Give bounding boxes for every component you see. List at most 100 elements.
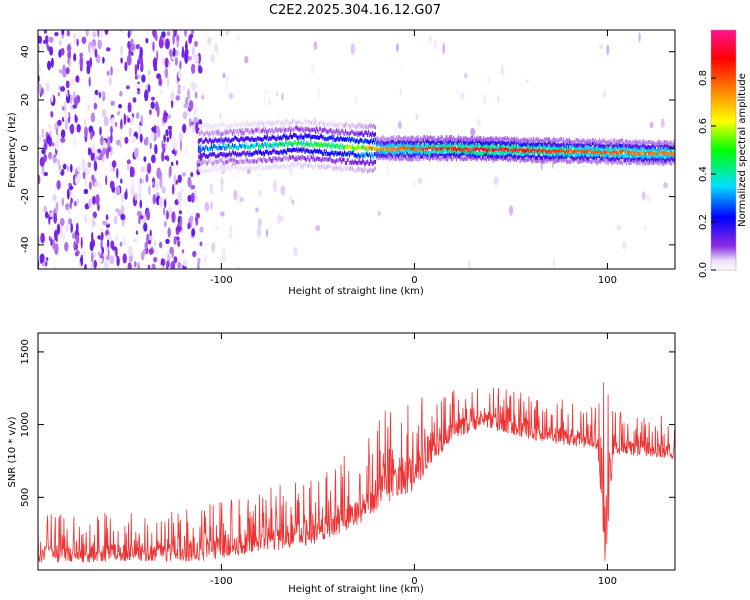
band-cell xyxy=(639,157,641,162)
band-cell xyxy=(226,152,228,157)
band-cell xyxy=(384,138,386,142)
band-cell xyxy=(593,151,595,155)
band-cell xyxy=(628,147,630,152)
band-cell xyxy=(202,160,204,165)
band-cell xyxy=(449,148,451,153)
band-cell xyxy=(510,146,512,151)
band-cell xyxy=(583,146,585,151)
band-cell xyxy=(474,150,476,155)
noise-speckle xyxy=(181,249,185,254)
noise-speckle xyxy=(58,69,64,74)
band-cell xyxy=(430,144,432,149)
band-cell xyxy=(511,140,514,145)
band-cell xyxy=(448,152,450,157)
noise-speckle xyxy=(152,194,156,205)
band-cell xyxy=(476,146,478,151)
noise-speckle xyxy=(115,185,121,196)
band-cell xyxy=(612,144,614,149)
noise-speckle xyxy=(70,163,73,173)
band-cell xyxy=(277,120,279,124)
band-cell xyxy=(345,131,348,136)
noise-speckle xyxy=(47,123,52,130)
noise-speckle xyxy=(525,79,529,84)
band-cell xyxy=(609,154,611,159)
noise-speckle xyxy=(135,83,139,89)
band-cell xyxy=(200,153,202,158)
band-cell xyxy=(401,146,404,151)
band-cell xyxy=(487,143,489,148)
band-cell xyxy=(399,157,401,162)
band-cell xyxy=(643,148,645,153)
band-cell xyxy=(364,145,366,150)
band-cell xyxy=(411,140,413,145)
band-cell xyxy=(243,159,245,164)
band-cell xyxy=(358,122,360,127)
band-cell xyxy=(627,152,629,157)
band-cell xyxy=(341,121,343,126)
band-cell xyxy=(227,165,229,170)
band-cell xyxy=(650,144,653,149)
noise-speckle xyxy=(173,174,176,181)
band-cell xyxy=(299,147,301,152)
band-cell xyxy=(528,148,530,153)
band-cell xyxy=(594,150,597,154)
band-cell xyxy=(508,137,510,142)
noise-speckle xyxy=(134,147,139,159)
band-cell xyxy=(305,148,307,153)
band-cell xyxy=(273,129,275,134)
band-cell xyxy=(614,138,616,143)
noise-speckle xyxy=(73,200,77,207)
noise-speckle xyxy=(289,195,293,203)
band-cell xyxy=(297,120,299,125)
band-cell xyxy=(210,144,212,149)
band-cell xyxy=(243,143,245,148)
band-cell xyxy=(393,157,395,162)
band-cell xyxy=(516,146,518,150)
band-cell xyxy=(420,154,422,159)
band-cell xyxy=(531,158,533,163)
band-cell xyxy=(645,156,647,161)
band-cell xyxy=(425,135,427,140)
band-cell xyxy=(290,127,293,132)
noise-speckle xyxy=(124,61,128,72)
band-cell xyxy=(209,132,211,137)
band-cell xyxy=(224,152,226,157)
noise-speckle xyxy=(110,100,115,106)
band-cell xyxy=(459,153,461,158)
noise-speckle xyxy=(225,76,230,82)
noise-speckle xyxy=(433,39,438,50)
band-cell xyxy=(484,137,487,142)
band-cell xyxy=(373,159,376,164)
band-cell xyxy=(216,146,218,151)
band-cell xyxy=(465,136,467,141)
band-cell xyxy=(300,163,302,168)
band-cell xyxy=(635,140,637,145)
band-cell xyxy=(199,154,201,159)
band-cell xyxy=(611,151,613,156)
noise-speckle xyxy=(313,41,318,50)
band-cell xyxy=(417,139,419,143)
band-cell xyxy=(330,120,332,125)
band-cell xyxy=(348,136,350,141)
band-cell xyxy=(615,153,617,158)
band-cell xyxy=(318,135,321,140)
band-cell xyxy=(646,140,648,145)
band-cell xyxy=(513,143,515,148)
band-cell xyxy=(624,157,626,162)
noise-speckle xyxy=(119,90,123,97)
noise-speckle xyxy=(75,75,80,83)
band-cell xyxy=(249,138,251,143)
band-cell xyxy=(672,147,674,152)
band-cell xyxy=(573,156,575,161)
band-cell xyxy=(260,136,262,141)
band-cell xyxy=(575,143,577,147)
y-tick-label: 1500 xyxy=(20,339,31,364)
band-cell xyxy=(566,138,569,143)
band-cell xyxy=(606,154,608,159)
band-cell xyxy=(309,133,311,138)
band-cell xyxy=(659,160,661,165)
band-cell xyxy=(628,151,630,156)
band-cell xyxy=(535,142,537,147)
noise-speckle xyxy=(97,203,100,212)
